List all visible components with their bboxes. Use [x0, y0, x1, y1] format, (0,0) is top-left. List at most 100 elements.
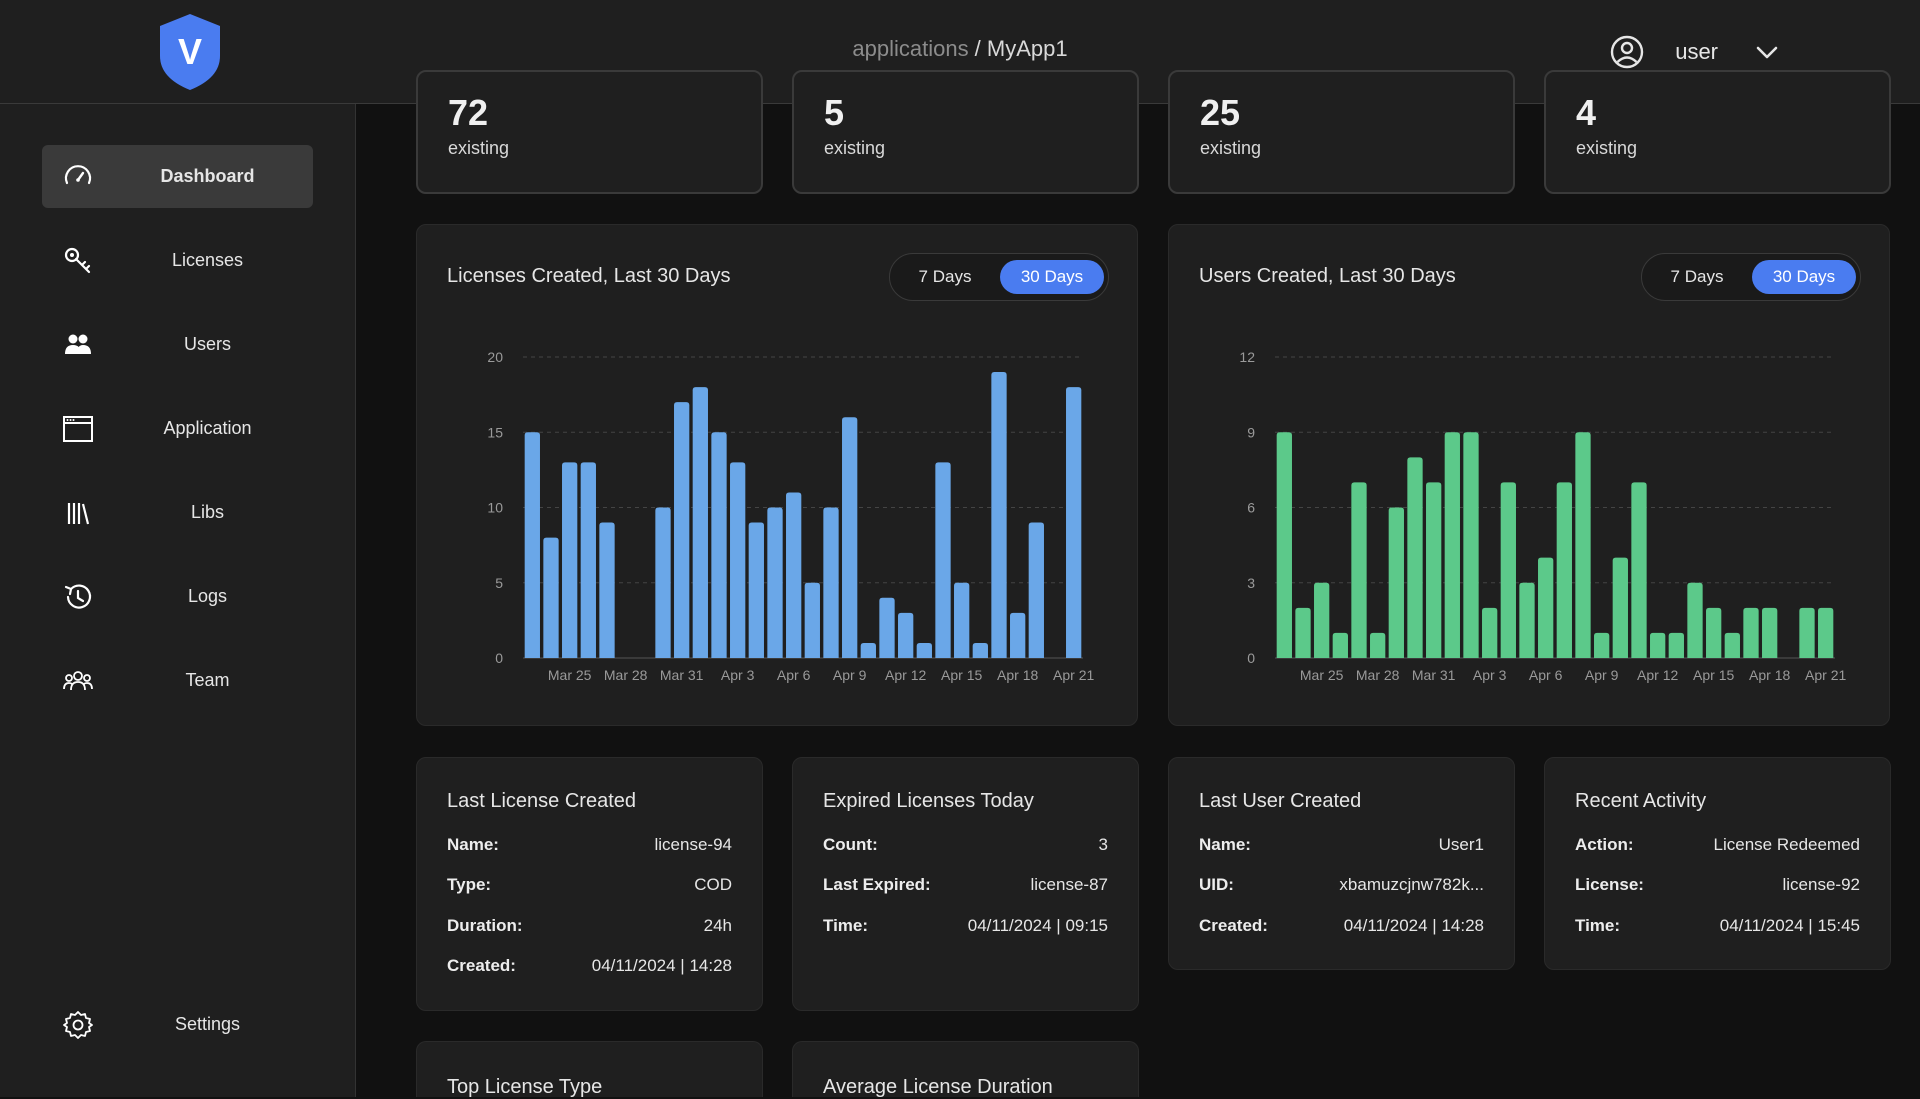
chart-bar[interactable] — [972, 642, 988, 658]
chart-bar[interactable] — [1706, 607, 1722, 658]
info-row-created: Created: 04/11/2024 | 14:28 — [1199, 916, 1484, 940]
sidebar-item-label: Dashboard — [160, 166, 255, 186]
info-row-count: Count: 3 — [823, 835, 1108, 859]
toggle-7-days[interactable]: 7 Days — [918, 267, 972, 286]
y-tick-label: 9 — [1247, 424, 1255, 440]
user-name[interactable]: user — [1675, 39, 1718, 64]
chart-bar[interactable] — [562, 462, 578, 658]
chart-bar[interactable] — [1538, 557, 1554, 658]
info-key: Created: — [1199, 916, 1268, 935]
range-toggle[interactable]: 7 Days 30 Days — [1641, 253, 1861, 301]
logo-letter: V — [178, 31, 202, 72]
chart-bar[interactable] — [599, 522, 615, 658]
chart-bar[interactable] — [1028, 522, 1044, 658]
chart-bar[interactable] — [1426, 482, 1442, 658]
chart-bar[interactable] — [1799, 607, 1815, 658]
toggle-30-days[interactable]: 30 Days — [1752, 260, 1856, 294]
chart-bar[interactable] — [1668, 632, 1684, 658]
chart-bar[interactable] — [804, 582, 820, 658]
chart-bar[interactable] — [1276, 432, 1292, 658]
toggle-7-days[interactable]: 7 Days — [1670, 267, 1724, 286]
sidebar-item-application[interactable]: Application — [42, 397, 313, 460]
info-row-last-expired: Last Expired: license-87 — [823, 875, 1108, 899]
range-toggle[interactable]: 7 Days 30 Days — [889, 253, 1109, 301]
chart-bar[interactable] — [954, 582, 970, 658]
sidebar-item-licenses[interactable]: Licenses — [42, 229, 313, 292]
chart-bar[interactable] — [1295, 607, 1311, 658]
chart-bar[interactable] — [1407, 457, 1423, 658]
info-value: 04/11/2024 | 14:28 — [591, 956, 732, 975]
expired-licenses-card: Expired Licenses Today Count: 3 Last Expi… — [792, 757, 1139, 1011]
chart-bar[interactable] — [916, 642, 932, 658]
toggle-30-days[interactable]: 30 Days — [1000, 260, 1104, 294]
chart-bar[interactable] — [767, 507, 783, 659]
chart-bar[interactable] — [1687, 582, 1703, 658]
user-menu[interactable]: user — [1609, 32, 1780, 72]
chart-bar[interactable] — [655, 507, 671, 659]
breadcrumb-parent[interactable]: applications — [852, 36, 969, 61]
sidebar-item-logs[interactable]: Logs — [42, 565, 313, 628]
info-value: License Redeemed — [1713, 835, 1860, 854]
chart-bar[interactable] — [1010, 612, 1026, 658]
app-logo-icon[interactable]: V — [157, 12, 223, 92]
chart-bar[interactable] — [1762, 607, 1778, 658]
chart-bar[interactable] — [1370, 632, 1386, 658]
sidebar-item-dashboard[interactable]: Dashboard — [42, 145, 313, 208]
chart-bar[interactable] — [1594, 632, 1610, 658]
chart-bar[interactable] — [711, 432, 727, 658]
chart-bar[interactable] — [1631, 482, 1647, 658]
chart-bar[interactable] — [748, 522, 764, 658]
chart-bar[interactable] — [1444, 432, 1460, 658]
sidebar-item-settings[interactable]: Settings — [42, 993, 313, 1056]
chart-bar[interactable] — [1500, 482, 1516, 658]
chart-title: Licenses Created, Last 30 Days — [447, 265, 731, 287]
sidebar-item-users[interactable]: Users — [42, 313, 313, 376]
sidebar-item-libs[interactable]: Libs — [42, 481, 313, 544]
info-value: 04/11/2024 | 15:45 — [1719, 916, 1860, 935]
chart-bar[interactable] — [1650, 632, 1666, 658]
y-tick-label: 10 — [487, 500, 503, 516]
chart-bar[interactable] — [1743, 607, 1759, 658]
chart-bar[interactable] — [1482, 607, 1498, 658]
chart-bar[interactable] — [1066, 387, 1082, 658]
chart-bar[interactable] — [524, 432, 540, 658]
last-license-card: Last License Created Name: license-94 Typ… — [416, 757, 763, 1011]
info-key: Time: — [1575, 916, 1621, 935]
chart-bar[interactable] — [1351, 482, 1367, 658]
chart-bar[interactable] — [1519, 582, 1535, 658]
chart-bar[interactable] — [1556, 482, 1572, 658]
chart-bar[interactable] — [786, 492, 802, 658]
x-tick-label: Apr 21 — [1053, 667, 1094, 683]
chart-bar[interactable] — [1463, 432, 1479, 658]
chart-bar[interactable] — [879, 597, 895, 658]
chart-bar[interactable] — [1612, 557, 1628, 658]
x-tick-label: Mar 31 — [660, 667, 704, 683]
chart-bar[interactable] — [1724, 632, 1740, 658]
chevron-down-icon[interactable] — [1754, 39, 1780, 65]
chart-bar[interactable] — [543, 537, 559, 658]
stat-subtitle: existing — [824, 138, 886, 158]
chart-bar[interactable] — [674, 402, 690, 658]
chart-bar[interactable] — [935, 462, 951, 658]
chart-bar[interactable] — [1388, 507, 1404, 659]
chart-bar[interactable] — [842, 417, 858, 658]
y-tick-label: 12 — [1239, 349, 1255, 365]
info-row-duration: Duration: 24h — [447, 916, 732, 940]
users-icon — [65, 334, 91, 354]
sidebar-item-team[interactable]: Team — [42, 649, 313, 712]
chart-bar[interactable] — [991, 372, 1007, 658]
chart-bar[interactable] — [860, 642, 876, 658]
chart-bar[interactable] — [1575, 432, 1591, 658]
history-icon — [64, 584, 92, 609]
chart-bar[interactable] — [692, 387, 708, 658]
chart-bar[interactable] — [1818, 607, 1834, 658]
user-avatar-icon[interactable] — [1609, 34, 1645, 70]
chart-bar[interactable] — [898, 612, 914, 658]
chart-bar[interactable] — [1314, 582, 1330, 658]
chart-bar[interactable] — [730, 462, 746, 658]
breadcrumb-separator: / — [968, 36, 987, 61]
info-value: license-87 — [1030, 875, 1109, 894]
chart-bar[interactable] — [1332, 632, 1348, 658]
chart-bar[interactable] — [823, 507, 839, 659]
chart-bar[interactable] — [580, 462, 596, 658]
